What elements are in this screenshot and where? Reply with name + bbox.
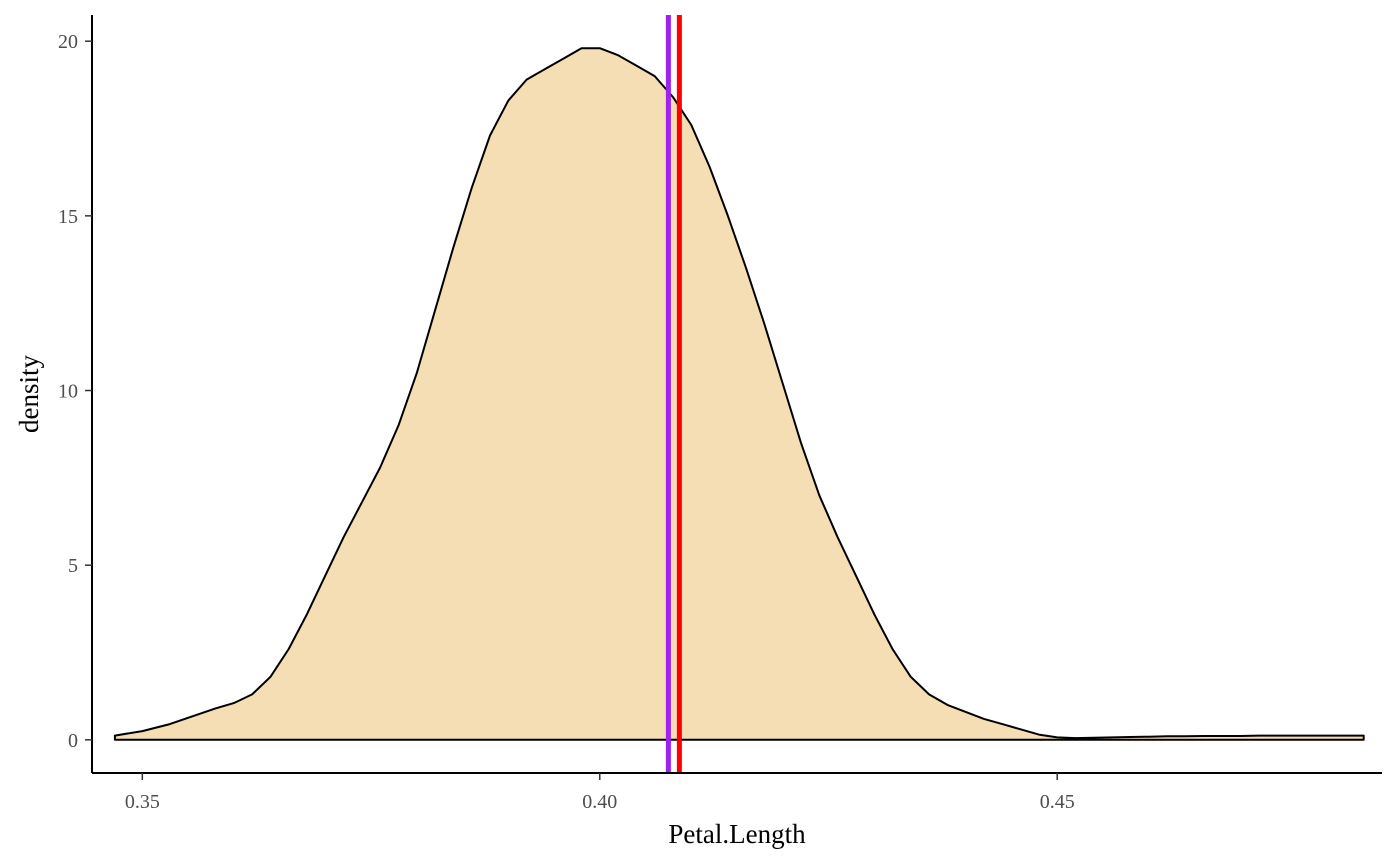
density-layer bbox=[113, 47, 1365, 741]
y-tick-label: 20 bbox=[58, 31, 78, 53]
y-tick-label: 15 bbox=[58, 206, 78, 228]
y-tick-label: 5 bbox=[68, 555, 78, 577]
axes: 0.35 0.40 0.45 0 5 10 15 20 bbox=[58, 15, 1382, 813]
density-area bbox=[113, 47, 1365, 741]
y-axis-title: density bbox=[14, 355, 44, 433]
x-axis-title: Petal.Length bbox=[668, 819, 806, 849]
y-tick-label: 0 bbox=[68, 730, 78, 752]
x-tick-label: 0.35 bbox=[125, 791, 160, 813]
x-tick-label: 0.40 bbox=[582, 791, 617, 813]
x-tick-label: 0.45 bbox=[1040, 791, 1075, 813]
y-tick-label: 10 bbox=[58, 381, 78, 403]
reference-lines bbox=[665, 15, 682, 773]
